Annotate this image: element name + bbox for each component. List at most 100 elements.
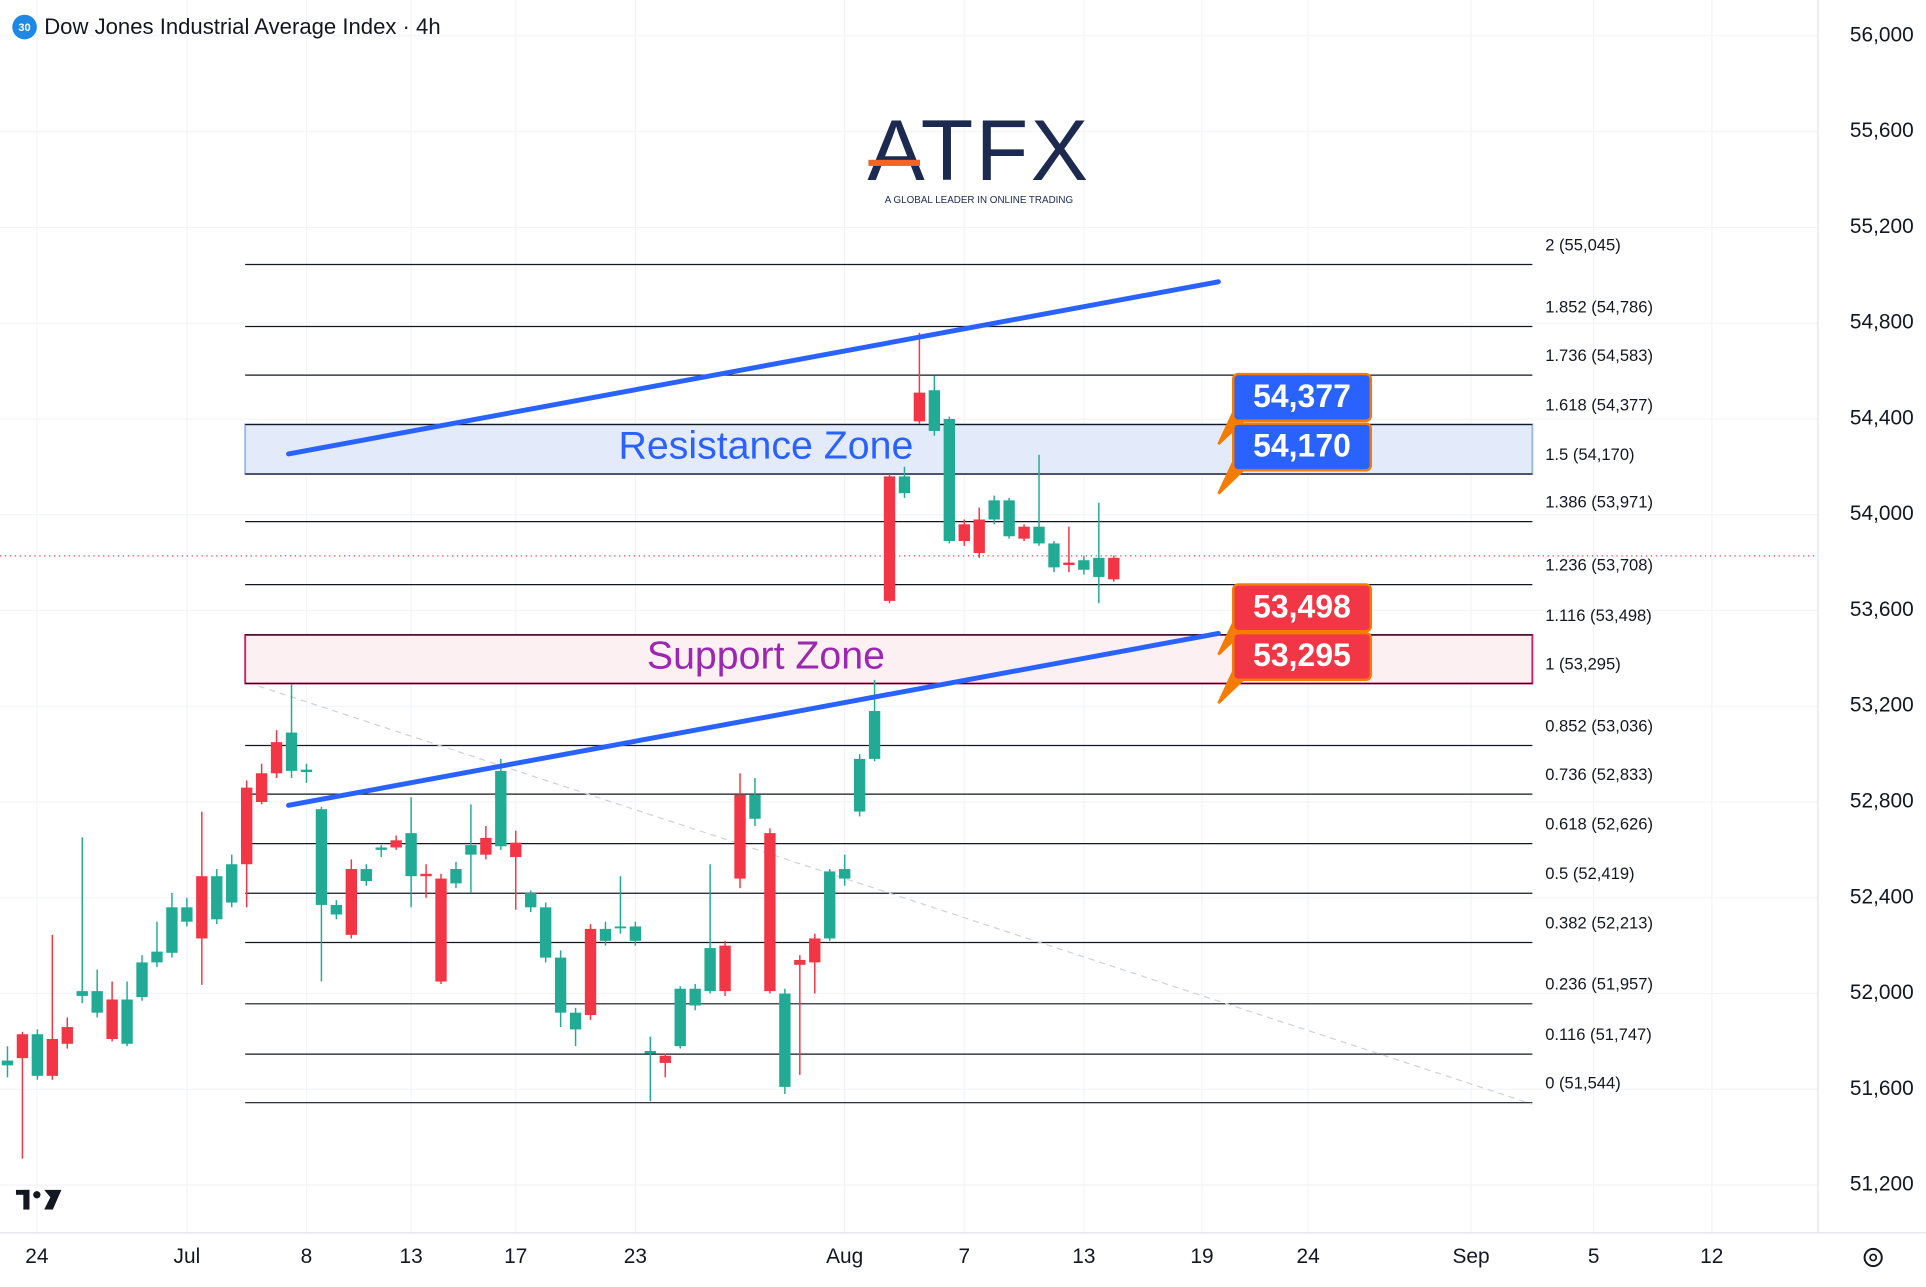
candle-body (31, 1034, 44, 1076)
candle-body (390, 840, 402, 848)
candle-body (584, 928, 597, 1016)
candle-body (270, 742, 283, 774)
y-tick-label: 55,200 (1850, 215, 1914, 238)
y-tick-label: 52,000 (1850, 981, 1914, 1004)
callout-label: 53,498 (1253, 589, 1351, 625)
zone-label: Resistance Zone (618, 423, 913, 467)
candle-body (420, 873, 432, 877)
candle-body (898, 476, 911, 494)
candle-body (1033, 526, 1045, 544)
candle-body (300, 769, 313, 773)
fib-label: 0.618 (52,626) (1545, 815, 1653, 834)
x-tick-label: 7 (958, 1245, 970, 1268)
x-tick-label: Jul (174, 1245, 201, 1268)
candle-body (375, 847, 387, 850)
candle-body (255, 773, 268, 802)
x-tick-label: 5 (1588, 1245, 1600, 1268)
candle-body (16, 1034, 29, 1059)
settings-icon[interactable] (1863, 1247, 1883, 1268)
candle-body (510, 842, 522, 858)
callout-label: 53,295 (1253, 637, 1351, 673)
fib-label: 1.5 (54,170) (1545, 445, 1634, 464)
x-tick-label: 17 (504, 1245, 527, 1268)
candle-body (644, 1050, 657, 1054)
overlay-layer: Resistance Zone Support Zone 54,377 54,170 5… (286, 279, 1373, 808)
grid-layer (0, 0, 1818, 1233)
candle-body (166, 907, 178, 953)
tv-logo-part (15, 1189, 30, 1195)
y-tick-label: 56,000 (1850, 23, 1914, 46)
candle-body (913, 392, 926, 422)
candle-body (226, 864, 238, 903)
callout-label: 54,377 (1253, 378, 1351, 414)
candle-body (61, 1027, 73, 1044)
chart-title: Dow Jones Industrial Average Index · 4h (44, 14, 440, 39)
candle-body (1, 1060, 14, 1066)
candle-body (659, 1055, 671, 1063)
candle-body (764, 833, 776, 992)
candle-body (211, 876, 223, 920)
x-tick-label: 12 (1700, 1245, 1723, 1268)
fib-label: 1.116 (53,498) (1545, 606, 1652, 625)
candle-body (734, 794, 746, 879)
callout-box (1232, 422, 1373, 472)
logo-accent (868, 159, 921, 166)
candle-body (539, 907, 552, 958)
candle-body (91, 991, 103, 1013)
candle-body (465, 845, 477, 855)
y-tick-label: 52,800 (1850, 790, 1914, 813)
candle-body (136, 962, 148, 998)
fib-label: 1 (53,295) (1545, 654, 1621, 673)
candle-body (883, 476, 896, 601)
tv-logo (15, 1189, 62, 1210)
candle-layer (1, 332, 1120, 1159)
x-tick-label: Sep (1452, 1245, 1489, 1268)
candle-body (495, 770, 507, 847)
candle-body (181, 907, 193, 922)
candle-body (1003, 500, 1015, 537)
fib-label: 1.736 (54,583) (1545, 346, 1653, 365)
y-tick-label: 53,600 (1850, 598, 1914, 621)
candle-body (435, 878, 447, 982)
candle-body (928, 390, 941, 431)
candle-body (943, 418, 955, 542)
candle-body (1093, 557, 1105, 577)
guide-line (258, 685, 1533, 1105)
fib-label: 0.236 (51,957) (1545, 975, 1653, 994)
fib-label: 0.852 (53,036) (1545, 716, 1653, 735)
fib-label: 1.386 (53,971) (1545, 493, 1653, 512)
y-tick-label: 51,600 (1850, 1077, 1914, 1100)
symbol-badge-text: 30 (18, 22, 30, 34)
y-tick-label: 54,400 (1850, 406, 1914, 429)
logo-text: ATFX (867, 103, 1090, 199)
y-tick-label: 54,800 (1850, 311, 1914, 334)
candle-body (719, 945, 731, 992)
candle-body (1108, 557, 1120, 580)
candle-body (809, 938, 821, 963)
candle-body (345, 869, 358, 935)
candle-body (838, 869, 851, 879)
candle-body (674, 988, 686, 1047)
fib-label: 0 (51,544) (1545, 1074, 1621, 1093)
candle-body (285, 732, 298, 771)
y-tick-label: 53,200 (1850, 694, 1914, 717)
candle-body (794, 959, 806, 965)
candle-body (1018, 526, 1030, 539)
fib-label: 2 (55,045) (1545, 235, 1621, 254)
candle-body (121, 999, 133, 1044)
fib-label: 0.5 (52,419) (1545, 864, 1634, 883)
x-tick-label: 24 (1297, 1245, 1320, 1268)
candle-body (330, 904, 343, 915)
candle-body (824, 871, 836, 939)
x-tick-label: 8 (301, 1245, 313, 1268)
axis-layer: 51,200 51,600 52,000 52,400 52,800 53,200 53,6… (25, 23, 1913, 1268)
callout-box (1232, 631, 1373, 682)
candle-body (599, 928, 612, 941)
candle-body (973, 519, 985, 554)
x-tick-label: 24 (25, 1245, 48, 1268)
settings-icon-center[interactable] (1869, 1253, 1878, 1262)
candle-body (689, 988, 701, 1006)
candle-body (151, 951, 163, 963)
